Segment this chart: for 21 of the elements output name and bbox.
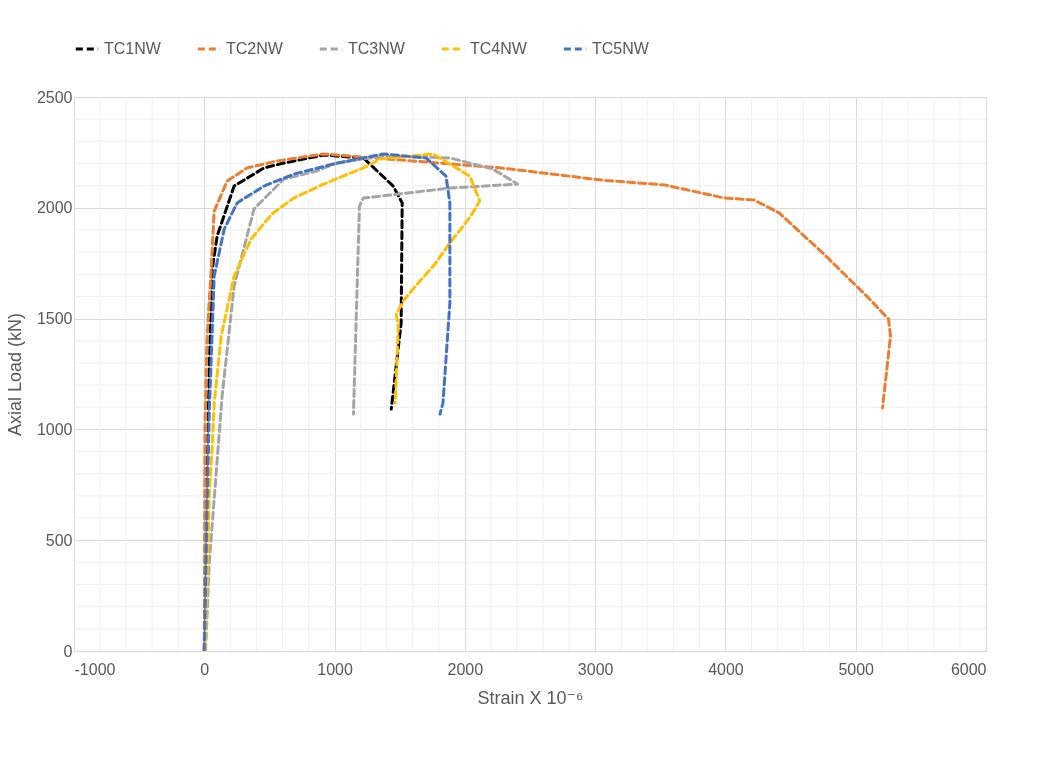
legend-label: TC3NW: [348, 40, 406, 57]
y-tick-label: 1500: [36, 310, 73, 328]
legend-label: TC5NW: [592, 40, 650, 57]
x-tick-label: 4000: [708, 660, 744, 678]
x-tick-label: 0: [200, 660, 210, 678]
y-tick-label: 2000: [36, 199, 73, 217]
x-tick-label: 2000: [447, 660, 484, 678]
legend-label: TC1NW: [104, 40, 162, 57]
y-tick-label: 0: [63, 642, 73, 660]
x-tick-label: 3000: [577, 660, 614, 678]
x-tick-label: 1000: [317, 660, 353, 678]
y-tick-label: 2500: [36, 88, 73, 106]
x-tick-label: -1000: [74, 660, 116, 678]
legend-label: TC2NW: [226, 40, 284, 57]
x-tick-label: 5000: [838, 660, 875, 678]
x-tick-label: 6000: [950, 660, 987, 678]
y-tick-label: 500: [45, 531, 73, 549]
legend-label: TC4NW: [470, 40, 528, 57]
y-axis-title: Axial Load (kN): [4, 312, 25, 437]
y-tick-label: 1000: [36, 420, 73, 438]
x-axis-title: Strain X 10⁻⁶: [477, 687, 584, 708]
